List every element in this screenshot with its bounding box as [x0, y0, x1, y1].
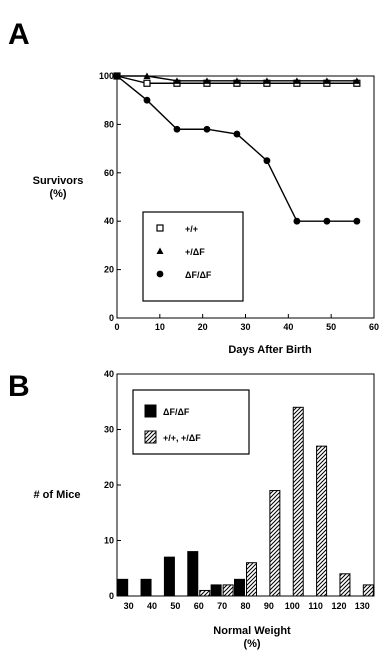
chart-a-x-tick-label: 20 [198, 322, 208, 332]
chart-b-y-tick-label: 10 [104, 536, 114, 546]
chart-b-x-tick-label: 110 [308, 601, 323, 611]
chart-b-legend-label: +/+, +/ΔF [163, 433, 201, 443]
chart-a: 0 20 40 60 80 100 0 10 20 30 40 50 60 +/+ +/ΔF ΔF/ΔF [99, 71, 379, 332]
chart-b-x-tick-label: 40 [147, 601, 157, 611]
chart-a-y-axis-label: Survivors (%) [32, 175, 84, 200]
chart-a-point-triangle [173, 77, 181, 84]
chart-a-series-line-2 [116, 75, 357, 222]
chart-b: 0 10 20 30 40 30 40 50 60 70 80 90 100 110 120 130 ΔF/ΔF… [104, 369, 375, 611]
chart-b-bar-hatched [222, 584, 234, 597]
panel-a-letter: A [8, 18, 30, 51]
chart-a-point-circle [203, 125, 211, 133]
chart-a-y-tick-label: 40 [104, 216, 114, 226]
chart-a-point-triangle [143, 72, 151, 79]
chart-a-point-circle [323, 217, 331, 225]
chart-b-bar-solid [163, 556, 175, 597]
chart-b-bar-hatched [316, 445, 328, 597]
chart-a-y-tick-label: 20 [104, 265, 114, 275]
chart-a-y-tick-label: 100 [99, 71, 114, 81]
chart-a-x-tick-label: 50 [326, 322, 336, 332]
chart-b-y-tick-label: 40 [104, 369, 114, 379]
chart-a-legend-label: ΔF/ΔF [185, 270, 212, 280]
chart-b-bar-hatched [246, 562, 257, 597]
chart-b-legend: ΔF/ΔF +/+, +/ΔF [132, 389, 250, 455]
chart-a-x-tick-label: 40 [283, 322, 293, 332]
chart-b-y-tick-label: 30 [104, 425, 114, 435]
chart-a-legend-label: +/+ [185, 224, 198, 234]
chart-a-point-circle [143, 96, 151, 104]
chart-a-point-circle [263, 157, 271, 165]
chart-b-bar-solid [187, 551, 199, 597]
chart-a-point-square [143, 79, 151, 87]
chart-b-x-tick-label: 120 [331, 601, 346, 611]
chart-a-point-triangle [293, 77, 301, 84]
chart-b-legend-box [132, 389, 250, 455]
chart-b-legend-swatch [144, 404, 157, 418]
chart-b-bar-solid [234, 578, 245, 597]
chart-a-point-circle [173, 125, 181, 133]
chart-a-x-tick-label: 10 [155, 322, 165, 332]
chart-a-x-tick-label: 30 [240, 322, 250, 332]
chart-a-y-tick-label: 0 [109, 313, 114, 323]
chart-a-point-triangle [233, 77, 241, 84]
chart-a-point-triangle [323, 77, 331, 84]
chart-a-legend-marker-circle [156, 270, 164, 278]
chart-b-bar-solid [140, 578, 152, 597]
chart-a-legend-marker-square [156, 224, 164, 232]
chart-b-x-tick-label: 80 [240, 601, 250, 611]
chart-b-x-tick-label: 130 [355, 601, 370, 611]
chart-a-x-axis-label: Days After Birth [228, 344, 312, 356]
panel-b-letter: B [8, 370, 30, 403]
chart-a-point-triangle [263, 77, 271, 84]
chart-b-bar-hatched [199, 589, 211, 597]
chart-b-x-tick-label: 100 [285, 601, 300, 611]
chart-b-bar-hatched [362, 584, 374, 597]
chart-a-legend-marker-triangle [156, 247, 164, 254]
chart-b-legend-swatch [144, 430, 157, 444]
chart-b-bar-solid [117, 578, 129, 597]
chart-a-y-tick-label: 80 [104, 119, 114, 129]
chart-b-bar-solid [210, 584, 222, 597]
chart-a-x-tick-label: 0 [114, 322, 119, 332]
chart-b-x-tick-label: 30 [124, 601, 134, 611]
chart-a-point-circle [113, 72, 121, 80]
chart-b-bar-hatched [269, 490, 281, 597]
chart-a-legend-label: +/ΔF [185, 247, 205, 257]
chart-a-point-triangle [353, 77, 361, 84]
chart-b-y-axis-label: # of Mice [33, 489, 81, 501]
chart-b-x-axis-label: Normal Weight (%) [213, 625, 291, 650]
chart-b-legend-label: ΔF/ΔF [163, 407, 190, 417]
chart-a-point-circle [293, 217, 301, 225]
chart-a-point-circle [233, 130, 241, 138]
chart-a-legend: +/+ +/ΔF ΔF/ΔF [142, 211, 244, 302]
chart-a-point-triangle [203, 77, 211, 84]
chart-b-bar-hatched [292, 406, 304, 597]
chart-b-y-tick-label: 20 [104, 480, 114, 490]
chart-a-y-tick-label: 60 [104, 168, 114, 178]
chart-b-x-tick-label: 60 [194, 601, 204, 611]
chart-b-x-tick-label: 50 [170, 601, 180, 611]
chart-a-x-tick-label: 60 [369, 322, 379, 332]
chart-b-y-tick-label: 0 [109, 591, 114, 601]
chart-b-bar-hatched [339, 573, 351, 597]
chart-a-point-circle [353, 217, 361, 225]
chart-b-x-tick-label: 70 [217, 601, 227, 611]
chart-b-x-tick-label: 90 [264, 601, 274, 611]
